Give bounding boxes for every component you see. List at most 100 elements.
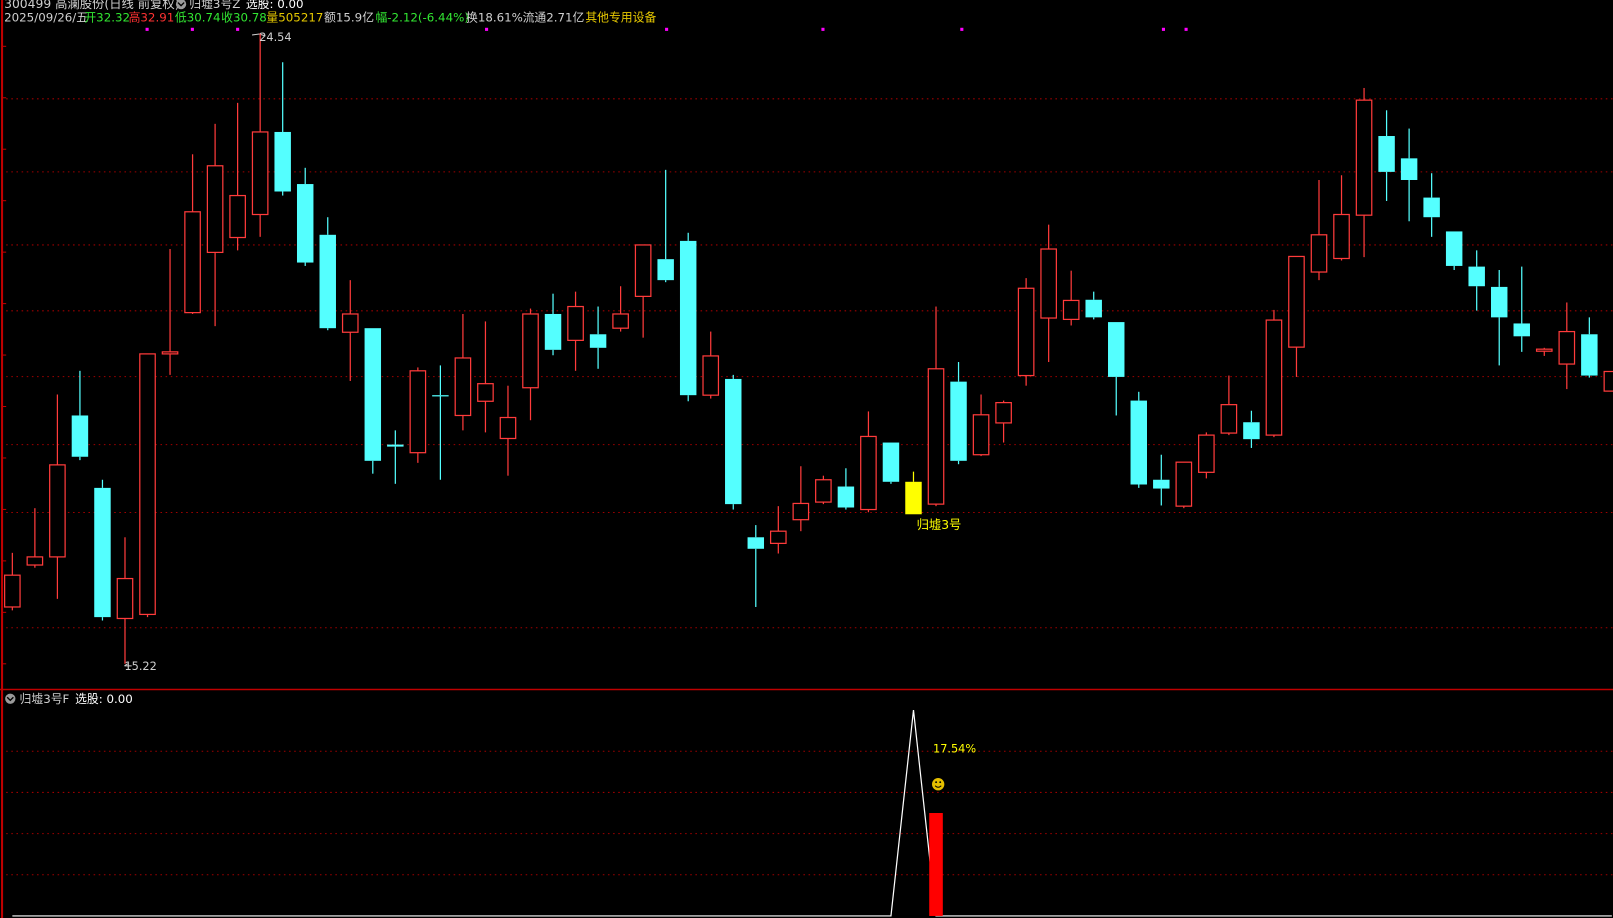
candle-body xyxy=(905,481,922,515)
candle-body xyxy=(589,334,607,348)
change-value: 幅-2.12(-6.44%) xyxy=(375,11,468,25)
min-arrow-icon xyxy=(124,663,132,667)
amount-value: 额15.9亿 xyxy=(324,11,374,25)
event-markers xyxy=(124,27,1188,667)
candle xyxy=(1558,302,1576,390)
candle xyxy=(296,167,314,266)
candle xyxy=(477,321,494,433)
candle xyxy=(206,123,224,327)
candle xyxy=(567,291,584,371)
candle xyxy=(522,308,539,421)
candle xyxy=(1085,291,1102,320)
candle-body xyxy=(1175,461,1193,507)
candle-body xyxy=(49,464,66,558)
indicator-menu-button[interactable] xyxy=(175,0,187,10)
candle xyxy=(1153,454,1170,506)
candle-body xyxy=(927,368,945,505)
candle-body xyxy=(725,378,742,505)
candle xyxy=(1017,278,1035,386)
candle xyxy=(657,169,674,283)
candle xyxy=(1198,432,1215,479)
axis-ticks xyxy=(2,45,7,665)
candle xyxy=(161,249,179,375)
candle xyxy=(612,286,629,332)
candle-body xyxy=(860,435,877,511)
candle-body xyxy=(1220,404,1238,434)
low-value: 低30.74 xyxy=(175,11,221,25)
candle xyxy=(747,525,765,607)
candle xyxy=(725,374,742,510)
candle-body xyxy=(1490,286,1508,318)
candle-body xyxy=(26,556,44,566)
candle-body xyxy=(94,487,111,618)
candle-body xyxy=(679,240,697,396)
candle xyxy=(995,400,1012,443)
volume-value: 量505217 xyxy=(266,11,323,25)
candle-body xyxy=(972,414,990,456)
candle-body xyxy=(612,313,629,329)
industry-label[interactable]: 其他专用设备 xyxy=(585,11,656,25)
candle-body xyxy=(1062,299,1080,321)
candle xyxy=(702,331,720,399)
close-value: 收30.78 xyxy=(221,11,267,25)
candle-body xyxy=(1017,287,1035,377)
candle xyxy=(950,362,967,465)
candle-body xyxy=(1468,266,1485,287)
pct-label: 17.54% xyxy=(933,742,976,755)
candle xyxy=(274,62,291,196)
candle xyxy=(1288,255,1305,377)
candle-body xyxy=(251,131,269,216)
candle xyxy=(116,537,134,664)
candle-body xyxy=(71,415,89,457)
indicator-bar-overlay xyxy=(929,813,943,916)
candle-body xyxy=(837,486,855,508)
candle-body xyxy=(634,244,652,297)
candle-body xyxy=(1040,248,1057,319)
candle-body xyxy=(296,184,314,263)
candle-body xyxy=(1153,479,1170,489)
candle xyxy=(1062,270,1080,326)
candle xyxy=(229,102,246,251)
float-cap-value: 流通2.71亿 xyxy=(523,11,585,25)
candle xyxy=(71,370,89,461)
candle-body xyxy=(1198,434,1215,473)
event-marker xyxy=(1161,27,1166,31)
candle-body xyxy=(1558,330,1576,365)
indicator-panel xyxy=(12,710,1612,917)
candle-body xyxy=(477,383,494,402)
candle-body xyxy=(229,194,246,239)
candle-body xyxy=(364,328,382,461)
candle-body xyxy=(882,442,900,482)
candle xyxy=(905,471,922,515)
sub-indicator-menu-button[interactable] xyxy=(5,693,16,704)
open-value: 开32.32 xyxy=(84,11,130,25)
candle xyxy=(499,385,517,476)
sub-indicator-name: 归墟3号F xyxy=(20,692,70,706)
candle-body xyxy=(995,402,1012,424)
candle xyxy=(184,154,201,314)
candle-body xyxy=(657,259,674,281)
candle xyxy=(1445,231,1463,270)
chevron-down-icon[interactable] xyxy=(5,693,16,704)
candle-body xyxy=(184,211,201,314)
candle xyxy=(860,411,877,513)
candle-body xyxy=(341,313,359,333)
sub-indicator-value: 选股: 0.00 xyxy=(75,692,133,706)
candle xyxy=(679,232,697,402)
candle-body xyxy=(702,355,720,396)
candle xyxy=(1265,309,1283,438)
candle xyxy=(1130,391,1147,488)
candle-body xyxy=(499,416,517,440)
candle xyxy=(1333,175,1350,261)
event-marker xyxy=(665,27,669,31)
candle xyxy=(1535,347,1553,356)
candle xyxy=(792,466,810,532)
event-marker xyxy=(960,27,964,31)
candle-body xyxy=(1310,234,1328,273)
candle-body xyxy=(1288,255,1305,348)
candle xyxy=(49,394,66,599)
candle xyxy=(1603,370,1613,392)
candle xyxy=(1220,375,1238,436)
candle xyxy=(1513,266,1530,352)
